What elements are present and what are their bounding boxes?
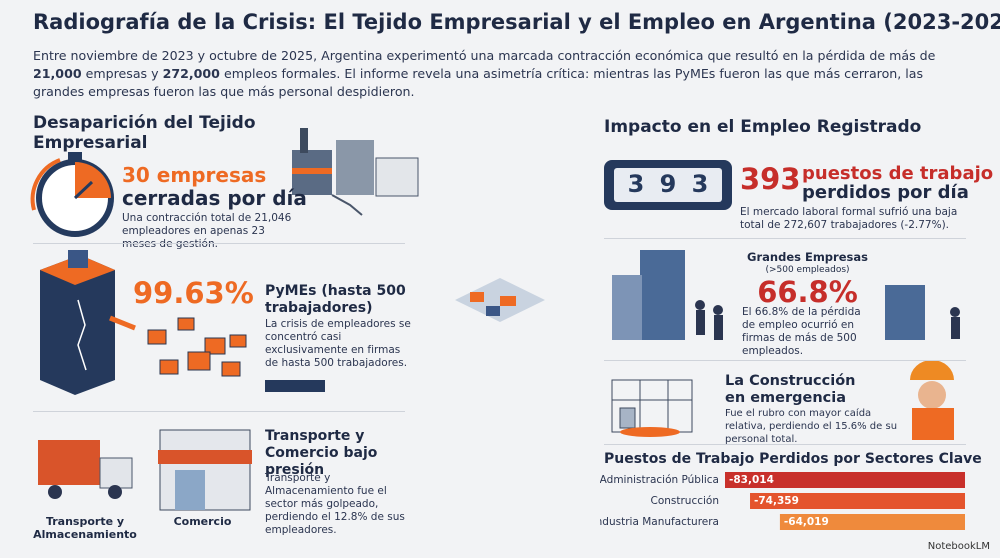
stat-highlight: 30 empresas [122, 163, 267, 187]
stat-title: Transporte y Comercio bajo presión [265, 428, 378, 478]
stat-text: La crisis de empleadores se concentró ca… [265, 318, 411, 369]
stat-subtitle: (>500 empleados) [765, 265, 850, 275]
stat-value: 99.63% [133, 276, 254, 310]
title: Radiografía de la Crisis: El Tejido Empr… [33, 10, 1000, 34]
intro-highlight: 272,000 [162, 66, 220, 81]
stat-text: El mercado laboral formal sufrió una baj… [740, 206, 958, 231]
stat-value: 66.8% [757, 275, 858, 309]
value-label: -64,019 [784, 516, 829, 528]
counter-digit: 3 [627, 170, 645, 198]
stat-value: 393 [740, 162, 801, 196]
stat-label: cerradas por día [122, 186, 307, 210]
category-label: Industria Manufacturera [600, 516, 719, 528]
stat-title: Grandes Empresas [747, 250, 868, 264]
stat-text: Transporte y Almacenamiento fue el secto… [265, 472, 405, 536]
worker-icon [910, 360, 954, 440]
stat-title: PyMEs (hasta 500 trabajadores) [265, 283, 406, 316]
intro-highlight: 21,000 [33, 66, 82, 81]
bar [750, 493, 965, 509]
intro-text: Entre noviembre de 2023 y octubre de 202… [33, 48, 936, 63]
brand: NotebookLM [927, 541, 990, 552]
counter-icon [604, 160, 732, 210]
building-icon [612, 250, 960, 340]
bar [725, 472, 965, 488]
value-label: -83,014 [729, 474, 774, 486]
stat-label: puestos de trabajo [802, 163, 994, 184]
truck-icon [38, 440, 133, 499]
category-label: Construcción [650, 495, 719, 507]
intro-text: empresas y [81, 66, 163, 81]
card-icon [265, 380, 325, 392]
stat-text: Fue el rubro con mayor caída relativa, p… [725, 408, 898, 445]
divider [604, 238, 966, 239]
divider [33, 243, 405, 244]
icon-label: Comercio [173, 515, 232, 528]
counter-digit: 3 [691, 170, 709, 198]
intro: Entre noviembre de 2023 y octubre de 202… [33, 47, 968, 101]
chart-title: Puestos de Trabajo Perdidos por Sectores… [604, 451, 982, 467]
stat-title: La Construcción en emergencia [725, 373, 856, 406]
center-icon [455, 278, 545, 322]
stat-text: Una contracción total de 21,046 empleado… [122, 212, 292, 250]
construction-icon [611, 379, 693, 437]
value-label: -74,359 [754, 495, 799, 507]
houses-icon [147, 317, 247, 377]
stopwatch-icon [30, 152, 114, 237]
factories-icon [292, 128, 419, 216]
intro-text: empleos formales. El informe revela una … [33, 66, 924, 99]
counter-digit: 9 [659, 170, 677, 198]
divider [33, 411, 405, 412]
divider [604, 360, 966, 361]
section-heading: Impacto en el Empleo Registrado [604, 117, 922, 137]
section-heading: Desaparición del Tejido Empresarial [33, 113, 256, 153]
bar-chart: Administración Pública -83,014 Construcció… [600, 472, 965, 530]
divider [604, 444, 966, 445]
box-icon [40, 250, 136, 395]
store-icon [158, 429, 252, 511]
stat-text: El 66.8% de la pérdida de empleo ocurrió… [742, 306, 861, 357]
icon-label: Transporte y Almacenamiento [33, 515, 137, 541]
bar [779, 514, 965, 530]
category-label: Administración Pública [600, 474, 719, 486]
stat-label: perdidos por día [802, 182, 969, 203]
